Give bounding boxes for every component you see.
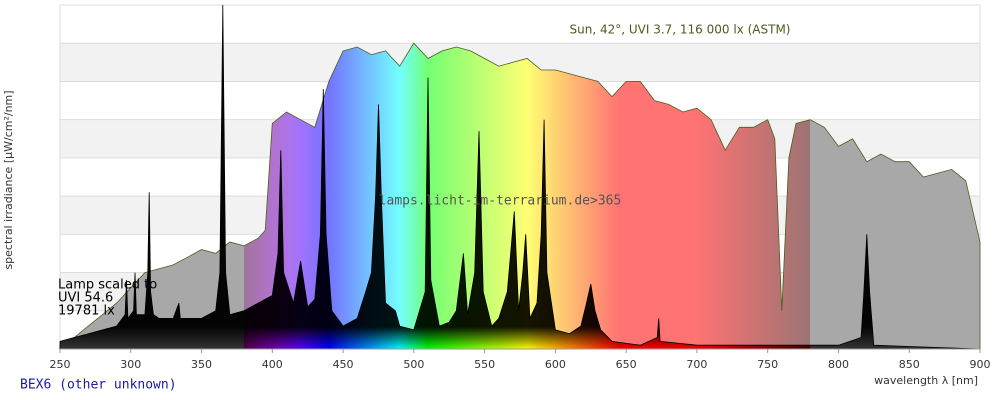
x-tick-label: 700 [686,358,707,371]
x-tick-label: 500 [403,358,424,371]
x-tick-label: 600 [545,358,566,371]
x-tick-label: 750 [757,358,778,371]
x-tick-label: 550 [474,358,495,371]
sun-label: Sun, 42°, UVI 3.7, 116 000 lx (ASTM) [570,23,791,37]
plot-area: 250 300 350 400 450 500 550 600 650 700 750 800 850 9… [50,4,991,371]
x-tick-label: 650 [616,358,637,371]
x-tick-label: 900 [970,358,991,371]
lamp-shade [60,5,980,349]
x-tick-label: 300 [120,358,141,371]
y-axis-label: spectral irradiance [µW/cm²/nm] [2,90,15,269]
x-axis-label: wavelength λ [nm] [874,374,978,387]
lamp-label: 19781 lx [58,304,115,319]
lamp-label: Lamp scaled to [58,278,157,293]
x-tick-label: 250 [50,358,71,371]
x-tick-label: 800 [828,358,849,371]
x-tick-label: 350 [191,358,212,371]
x-tick-label: 400 [262,358,283,371]
sun-area [59,42,981,350]
x-tick-label: 850 [899,358,920,371]
lamp-label: UVI 54.6 [58,291,113,306]
x-tick-label: 450 [333,358,354,371]
watermark: lamps.licht-im-terrarium.de>365 [379,194,622,209]
source-label: BEX6 (other unknown) [20,378,177,393]
